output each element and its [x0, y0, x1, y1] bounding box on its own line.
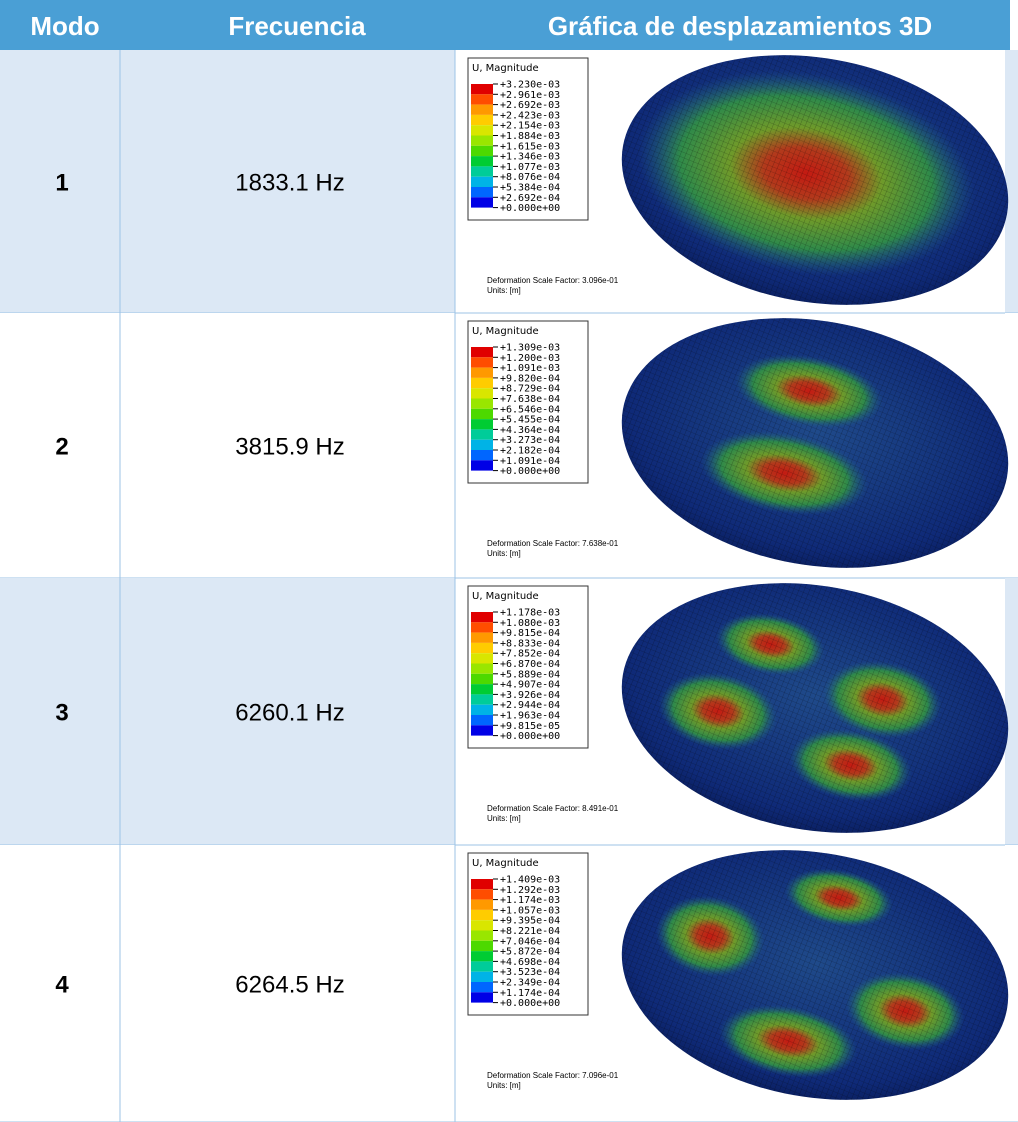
legend-swatch: [471, 972, 493, 982]
table-page: Modo Frecuencia Gráfica de desplazamientos…: [0, 0, 1018, 1122]
legend-swatch: [471, 84, 493, 94]
legend-swatch: [471, 982, 493, 992]
header-cell: Gráfica de desplazamientos 3D: [548, 11, 932, 41]
legend-value: +0.000e+00: [500, 203, 560, 214]
legend-swatch: [471, 633, 493, 643]
table-row: 4 6264.5 Hz U, Magnitude+1.409e-03+1.292e-…: [0, 821, 1018, 1122]
displacement-plot: U, Magnitude+1.309e-03+1.200e-03+1.091e-…: [462, 289, 1018, 597]
legend-swatch: [471, 653, 493, 663]
legend-title: U, Magnitude: [472, 858, 539, 869]
table-row: 1 1833.1 Hz U, Magnitude+3.230e-03+2.961e-…: [0, 26, 1018, 334]
row-background: [1005, 578, 1018, 845]
legend-swatch: [471, 156, 493, 166]
units: Units: [m]: [487, 814, 521, 823]
mode-cell: 3: [55, 700, 68, 727]
legend-swatch: [471, 146, 493, 156]
legend-title: U, Magnitude: [472, 326, 539, 337]
legend-swatch: [471, 900, 493, 910]
legend-swatch: [471, 694, 493, 704]
frequency-cell: 1833.1 Hz: [235, 170, 344, 197]
legend-swatch: [471, 197, 493, 207]
legend-swatch: [471, 357, 493, 367]
legend-swatch: [471, 622, 493, 632]
legend-swatch: [471, 115, 493, 125]
legend-title: U, Magnitude: [472, 63, 539, 74]
frequency-cell: 6260.1 Hz: [235, 700, 344, 727]
legend-swatch: [471, 612, 493, 622]
legend-swatch: [471, 684, 493, 694]
legend-value: +0.000e+00: [500, 998, 560, 1009]
legend-swatch: [471, 674, 493, 684]
legend-value: +0.000e+00: [500, 466, 560, 477]
frequency-cell: 6264.5 Hz: [235, 972, 344, 999]
legend-swatch: [471, 992, 493, 1002]
legend-swatch: [471, 725, 493, 735]
legend-swatch: [471, 920, 493, 930]
legend-swatch: [471, 460, 493, 470]
legend-swatch: [471, 643, 493, 653]
scale-factor: Deformation Scale Factor: 7.638e-01: [487, 539, 619, 548]
units: Units: [m]: [487, 286, 521, 295]
header-cell: Modo: [30, 11, 99, 41]
table-row: 2 3815.9 Hz U, Magnitude+1.309e-03+1.200e-…: [0, 289, 1018, 597]
units: Units: [m]: [487, 549, 521, 558]
legend-swatch: [471, 378, 493, 388]
displacement-plot: U, Magnitude+1.409e-03+1.292e-03+1.174e-…: [462, 821, 1018, 1122]
frequency-cell: 3815.9 Hz: [235, 434, 344, 461]
legend-swatch: [471, 166, 493, 176]
legend-swatch: [471, 961, 493, 971]
mode-cell: 2: [55, 434, 68, 461]
displacement-plot: U, Magnitude+1.178e-03+1.080e-03+9.815e-…: [462, 554, 1018, 862]
legend-swatch: [471, 136, 493, 146]
legend-swatch: [471, 419, 493, 429]
legend-swatch: [471, 879, 493, 889]
mode-cell: 1: [55, 170, 68, 197]
legend-swatch: [471, 889, 493, 899]
displacement-plot: U, Magnitude+3.230e-03+2.961e-03+2.692e-…: [462, 26, 1018, 334]
legend-swatch: [471, 910, 493, 920]
legend-swatch: [471, 931, 493, 941]
legend-value: +0.000e+00: [500, 731, 560, 742]
legend-swatch: [471, 399, 493, 409]
legend-swatch: [471, 951, 493, 961]
legend-swatch: [471, 94, 493, 104]
legend-swatch: [471, 705, 493, 715]
table-row: 3 6260.1 Hz U, Magnitude+1.178e-03+1.080e-…: [0, 554, 1018, 862]
legend-swatch: [471, 664, 493, 674]
legend-swatch: [471, 177, 493, 187]
legend-swatch: [471, 429, 493, 439]
units: Units: [m]: [487, 1081, 521, 1090]
legend-swatch: [471, 347, 493, 357]
row-background: [1005, 313, 1018, 578]
legend-swatch: [471, 409, 493, 419]
header-cell: Frecuencia: [228, 11, 366, 41]
scale-factor: Deformation Scale Factor: 3.096e-01: [487, 276, 619, 285]
legend-swatch: [471, 125, 493, 135]
legend-swatch: [471, 105, 493, 115]
legend-swatch: [471, 187, 493, 197]
legend-swatch: [471, 440, 493, 450]
legend-swatch: [471, 388, 493, 398]
legend-swatch: [471, 941, 493, 951]
row-background: [1005, 50, 1018, 313]
mode-cell: 4: [55, 972, 69, 999]
legend-swatch: [471, 450, 493, 460]
legend-swatch: [471, 368, 493, 378]
legend-swatch: [471, 715, 493, 725]
scale-factor: Deformation Scale Factor: 8.491e-01: [487, 804, 619, 813]
scale-factor: Deformation Scale Factor: 7.096e-01: [487, 1071, 619, 1080]
legend-title: U, Magnitude: [472, 591, 539, 602]
